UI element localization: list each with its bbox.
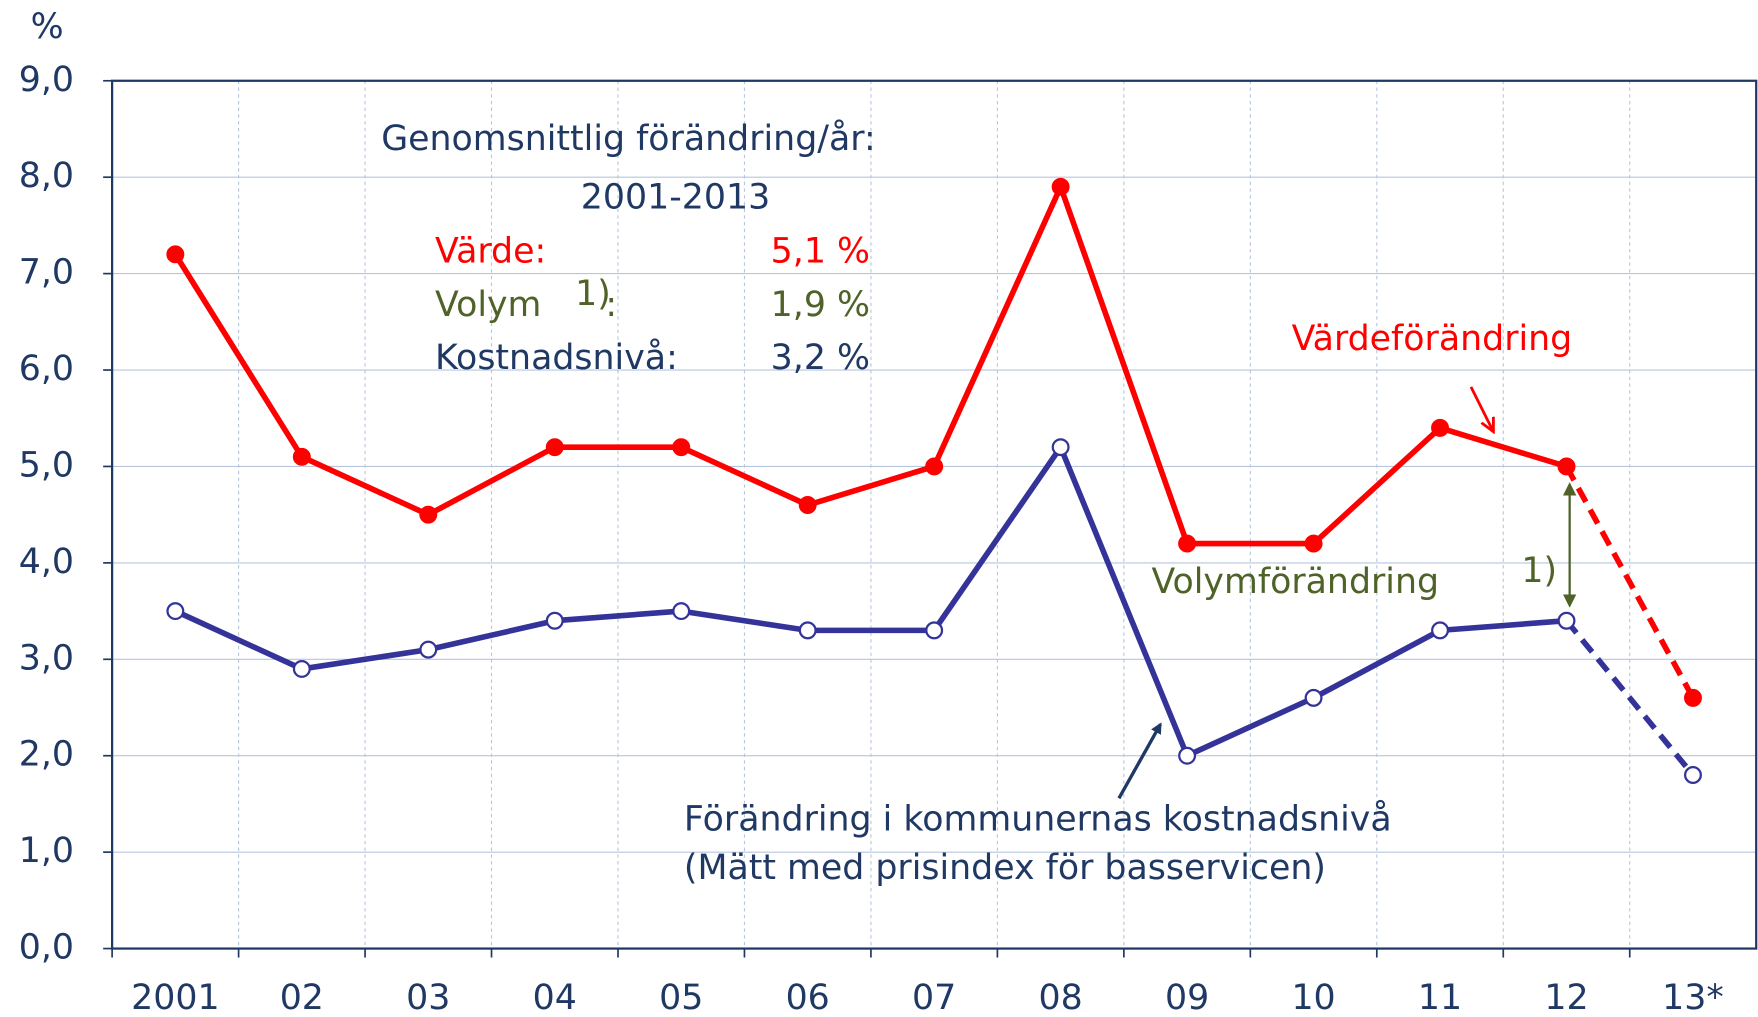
pointer-arrow bbox=[1117, 722, 1162, 800]
y-tick-label: 4,0 bbox=[19, 542, 74, 582]
series-marker bbox=[1178, 746, 1197, 765]
series-marker bbox=[1304, 688, 1323, 707]
series-marker bbox=[1684, 688, 1702, 707]
series-marker bbox=[1178, 534, 1197, 553]
series-marker bbox=[419, 505, 438, 524]
series-marker bbox=[419, 640, 438, 659]
y-tick-label: 3,0 bbox=[19, 638, 74, 678]
series-line-dashed bbox=[1564, 618, 1696, 777]
y-tick-label: 9,0 bbox=[19, 60, 74, 100]
x-tick-label: 11 bbox=[1418, 978, 1462, 1017]
x-tick-label: 08 bbox=[1039, 978, 1083, 1017]
series-line bbox=[172, 184, 1568, 547]
x-tick-label: 13* bbox=[1662, 978, 1724, 1017]
x-tick-label: 03 bbox=[406, 978, 450, 1017]
series-marker bbox=[1557, 611, 1576, 630]
y-tick-label: 8,0 bbox=[19, 156, 74, 196]
series-marker bbox=[1051, 438, 1070, 457]
volume-colon: : bbox=[605, 285, 617, 325]
series-marker bbox=[292, 659, 311, 678]
series-marker bbox=[166, 602, 185, 621]
y-tick-label: 0,0 bbox=[19, 928, 74, 968]
series-marker bbox=[292, 447, 311, 466]
x-tick-label: 07 bbox=[912, 978, 956, 1017]
summary-period: 2001-2013 bbox=[581, 177, 770, 217]
x-tick-label: 02 bbox=[280, 978, 324, 1017]
y-axis-label: % bbox=[31, 7, 64, 47]
cost-note: (Mätt med prisindex för basservicen) bbox=[684, 848, 1326, 888]
y-tick-label: 7,0 bbox=[19, 253, 74, 293]
series-marker bbox=[545, 438, 564, 457]
annotations: Genomsnittlig förändring/år: 2001-2013 V… bbox=[381, 118, 1577, 888]
x-tick-label: 12 bbox=[1544, 978, 1588, 1017]
y-tick-label: 5,0 bbox=[19, 445, 74, 485]
series-line-dashed bbox=[1564, 465, 1696, 700]
series-marker bbox=[1431, 621, 1450, 640]
series-marker bbox=[798, 621, 817, 640]
summary-title: Genomsnittlig förändring/år: bbox=[381, 118, 875, 159]
volume-change-label: Volymförändring bbox=[1151, 562, 1439, 602]
volume-change-sup: 1) bbox=[1521, 551, 1557, 591]
series-marker bbox=[1431, 418, 1450, 437]
series-line bbox=[174, 444, 1567, 759]
pointer-arrow bbox=[1469, 386, 1493, 432]
y-tick-label: 6,0 bbox=[19, 349, 74, 389]
series-marker bbox=[925, 457, 944, 476]
x-tick-label: 06 bbox=[786, 978, 830, 1017]
x-tick-label: 05 bbox=[659, 978, 703, 1017]
series-label-value: Värdeförändring bbox=[1292, 319, 1573, 359]
volume-label: Volym bbox=[435, 285, 541, 325]
x-tick-label: 2001 bbox=[131, 978, 219, 1017]
value-number: 5,1 % bbox=[771, 231, 870, 271]
series-marker bbox=[545, 611, 564, 630]
volume-number: 1,9 % bbox=[771, 285, 870, 325]
series-label-cost: Förändring i kommunernas kostnadsnivå bbox=[684, 799, 1392, 840]
value-label: Värde: bbox=[435, 231, 546, 271]
x-tick-label: 04 bbox=[533, 978, 577, 1017]
cost-number: 3,2 % bbox=[771, 338, 870, 378]
series-marker bbox=[672, 438, 691, 457]
series-marker bbox=[1557, 457, 1576, 476]
volume-sup: 1) bbox=[575, 274, 611, 314]
x-tick-label: 10 bbox=[1291, 978, 1335, 1017]
series-marker bbox=[1304, 534, 1323, 553]
grid bbox=[103, 79, 1758, 958]
series-marker bbox=[1684, 766, 1702, 784]
plot-frame bbox=[110, 79, 1758, 950]
series-marker bbox=[1051, 177, 1070, 196]
series-marker bbox=[925, 621, 944, 640]
series-marker bbox=[672, 602, 691, 621]
cost-label: Kostnadsnivå: bbox=[435, 337, 678, 378]
x-tick-label: 09 bbox=[1165, 978, 1209, 1017]
y-tick-label: 2,0 bbox=[19, 735, 74, 775]
y-tick-label: 1,0 bbox=[19, 831, 74, 871]
series-marker bbox=[798, 496, 817, 514]
series-marker bbox=[166, 245, 185, 264]
